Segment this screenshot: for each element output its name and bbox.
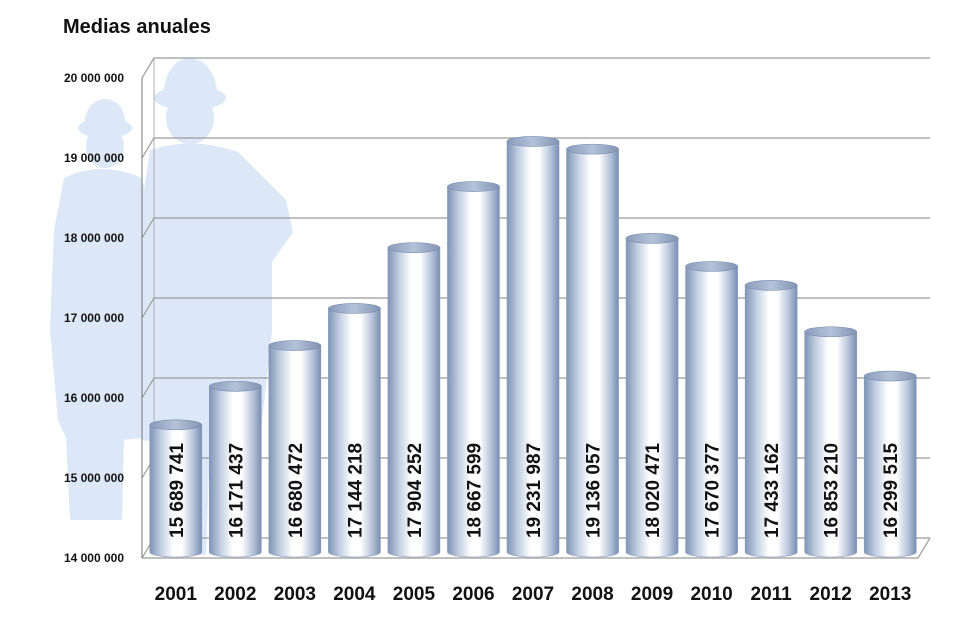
bar: 17 904 252: [387, 242, 441, 558]
bar-body: [506, 141, 560, 558]
bar-cap: [506, 136, 560, 147]
x-tick-label: 2004: [333, 584, 376, 605]
bar-body: [863, 375, 917, 558]
x-tick-label: 2012: [810, 584, 852, 605]
bar-cap: [447, 181, 500, 192]
y-tick-label: 18 000 000: [64, 231, 124, 245]
bar-body: [268, 345, 322, 558]
x-tick-label: 2002: [214, 584, 256, 605]
bar-cap: [149, 419, 203, 431]
bar-cap: [328, 303, 381, 314]
bar-body: [625, 238, 679, 558]
bar: 16 171 437: [209, 380, 262, 558]
bar: 15 689 741: [149, 419, 203, 558]
data-label: 16 853 210: [822, 443, 843, 538]
bar-cap: [744, 280, 798, 291]
x-tick-label: 2005: [393, 584, 436, 605]
x-tick-label: 2010: [690, 584, 732, 605]
data-label: 18 667 599: [464, 443, 485, 538]
bar-cap: [685, 261, 738, 272]
bar-cap: [625, 233, 679, 244]
data-label: 19 136 057: [584, 443, 605, 538]
data-label: 17 670 377: [703, 443, 724, 538]
bar: 19 136 057: [566, 143, 619, 558]
y-tick-label: 19 000 000: [64, 151, 124, 165]
bar-body: [744, 285, 798, 558]
floor-edge: [142, 537, 931, 559]
data-label: 16 680 472: [286, 443, 307, 538]
bar-body: [804, 331, 857, 558]
y-tick-label: 15 000 000: [64, 471, 124, 485]
bars: 15 689 741 16 171 437 16 680 472 17 144 218…: [149, 136, 917, 558]
bar-cap: [209, 380, 262, 392]
bar-body: [209, 385, 262, 558]
bar-body: [328, 308, 381, 558]
y-tick-label: 14 000 000: [64, 551, 124, 565]
gridline: [141, 217, 930, 239]
bar: 17 433 162: [744, 280, 798, 558]
data-label: 17 144 218: [345, 443, 366, 538]
data-label: 17 433 162: [762, 443, 783, 538]
x-tick-label: 2007: [512, 584, 554, 605]
x-tick-label: 2009: [631, 584, 673, 605]
x-tick-label: 2008: [571, 584, 613, 605]
bar-cap: [566, 143, 619, 155]
bar-body: [387, 247, 441, 558]
bar-body: [447, 186, 500, 558]
bar-body: [566, 148, 619, 558]
x-axis: 2001 2002 2003 2004 2005 2006 2007 2008 2009 2010…: [155, 584, 912, 605]
bar-cap: [387, 242, 441, 253]
bar-cap: [268, 340, 322, 351]
bar: 19 231 987: [506, 136, 560, 558]
chart-title: Medias anuales: [63, 16, 211, 38]
x-tick-label: 2011: [751, 584, 793, 605]
data-label: 17 904 252: [405, 443, 426, 538]
gridline: [141, 137, 930, 159]
data-label: 18 020 471: [643, 442, 664, 538]
bar: 16 299 515: [863, 370, 917, 558]
bar-body: [685, 266, 738, 558]
y-tick-label: 20 000 000: [64, 71, 124, 85]
y-tick-label: 16 000 000: [64, 391, 124, 405]
data-label: 16 171 437: [226, 443, 247, 538]
bar-body: [149, 424, 203, 558]
y-axis: 14 000 000 15 000 000 16 000 000 17 000 000…: [64, 71, 143, 565]
bar-cap: [804, 326, 857, 338]
bar: 16 853 210: [804, 326, 857, 558]
gridline: [141, 57, 930, 79]
bar: 17 670 377: [685, 261, 738, 558]
bar: 18 667 599: [447, 181, 500, 558]
bar: 17 144 218: [328, 303, 381, 558]
x-tick-label: 2013: [869, 584, 911, 605]
bar-cap: [863, 370, 917, 382]
x-tick-label: 2003: [274, 584, 316, 605]
data-label: 16 299 515: [881, 442, 902, 538]
bar: 18 020 471: [625, 233, 679, 558]
x-tick-label: 2006: [452, 584, 494, 605]
x-tick-label: 2001: [155, 584, 198, 605]
y-tick-label: 17 000 000: [64, 311, 124, 325]
bar: 16 680 472: [268, 340, 322, 558]
data-label: 19 231 987: [524, 443, 545, 538]
data-label: 15 689 741: [167, 442, 188, 538]
